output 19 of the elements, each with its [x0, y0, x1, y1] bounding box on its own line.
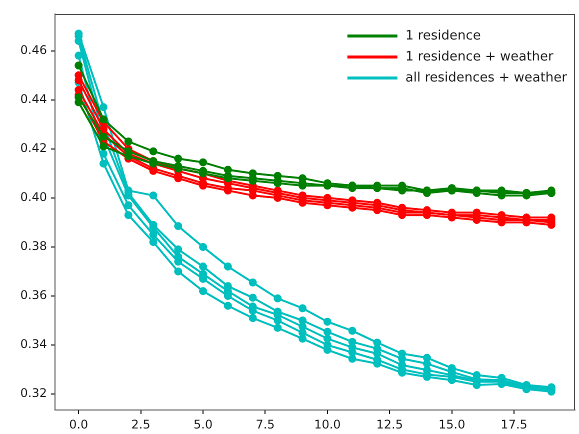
legend-label: 1 residence: [405, 28, 481, 44]
y-tick-label: 0.44: [20, 92, 47, 106]
y-tick-label: 0.38: [20, 239, 47, 254]
y-tick-label: 0.42: [20, 140, 47, 155]
legend-label: 1 residence + weather: [405, 49, 554, 64]
x-tick-label: 10.0: [314, 417, 341, 432]
legend-label: all residences + weather: [405, 70, 568, 86]
y-tick-label: 0.40: [20, 190, 47, 204]
y-tick-label: 0.34: [20, 337, 47, 352]
x-tick-label: 17.5: [500, 417, 528, 432]
x-tick-label: 0.0: [69, 417, 88, 432]
x-tick-label: 15.0: [438, 417, 466, 432]
y-tick-label: 0.36: [20, 288, 47, 302]
x-tick-label: 7.5: [256, 417, 275, 432]
x-tick-label: 2.5: [131, 417, 150, 432]
x-tick-label: 5.0: [193, 417, 213, 432]
y-tick-label: 0.32: [20, 386, 47, 400]
x-tick-label: 12.5: [376, 417, 403, 432]
y-tick-label: 0.46: [20, 42, 47, 57]
